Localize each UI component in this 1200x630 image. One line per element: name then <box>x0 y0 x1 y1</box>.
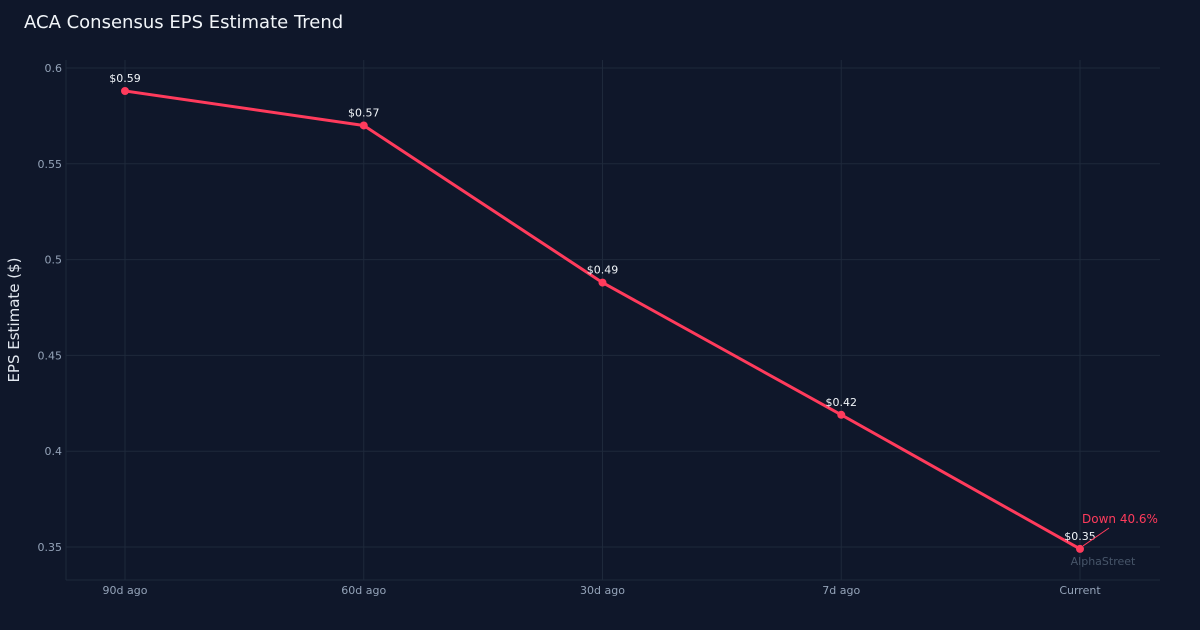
data-point <box>1076 544 1084 553</box>
annotation-label: Down 40.6% <box>1082 512 1158 526</box>
y-tick-label: 0.55 <box>38 158 63 171</box>
data-label: $0.57 <box>348 106 380 119</box>
y-tick-label: 0.4 <box>45 445 63 458</box>
y-tick-label: 0.5 <box>45 254 63 267</box>
y-tick-label: 0.45 <box>38 349 63 362</box>
x-tick-label: 30d ago <box>580 584 625 597</box>
x-tick-label: 90d ago <box>103 584 148 597</box>
y-tick-label: 0.35 <box>38 541 63 554</box>
chart-title: ACA Consensus EPS Estimate Trend <box>24 12 344 33</box>
data-label: $0.49 <box>587 264 619 277</box>
x-tick-label: Current <box>1059 584 1101 597</box>
y-axis-label: EPS Estimate ($) <box>5 257 23 382</box>
data-label: $0.35 <box>1064 530 1096 543</box>
annotation-arrow <box>1082 527 1110 547</box>
data-point <box>837 410 846 419</box>
x-tick-label: 7d ago <box>822 584 860 597</box>
data-point <box>359 121 368 130</box>
data-point <box>598 278 607 287</box>
data-label: $0.42 <box>826 396 858 409</box>
x-tick-label: 60d ago <box>341 584 386 597</box>
data-point <box>121 86 129 95</box>
data-label: $0.59 <box>109 72 141 85</box>
watermark: AlphaStreet <box>1071 555 1136 568</box>
y-tick-label: 0.6 <box>45 62 63 75</box>
